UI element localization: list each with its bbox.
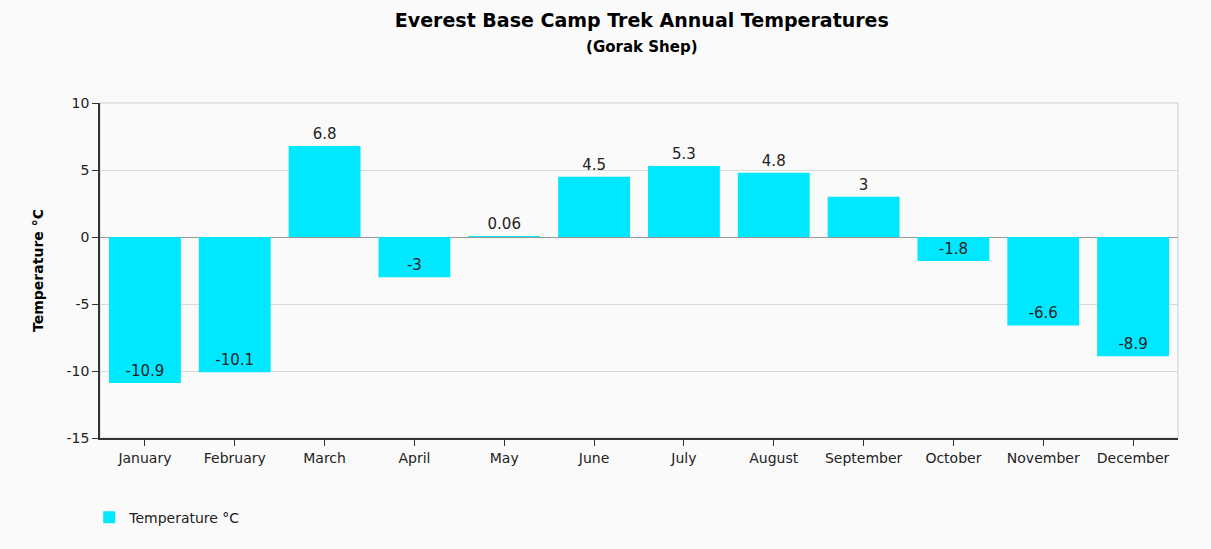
svg-text:April: April bbox=[398, 450, 430, 466]
svg-text:September: September bbox=[825, 450, 903, 466]
svg-text:-8.9: -8.9 bbox=[1118, 335, 1147, 353]
svg-text:4.5: 4.5 bbox=[582, 156, 606, 174]
svg-text:-10.1: -10.1 bbox=[215, 351, 254, 369]
svg-text:Everest Base Camp Trek Annual: Everest Base Camp Trek Annual Temperatur… bbox=[395, 9, 889, 56]
svg-text:January: January bbox=[117, 450, 171, 466]
svg-text:July: July bbox=[670, 450, 696, 466]
svg-text:3: 3 bbox=[859, 176, 869, 194]
svg-text:5: 5 bbox=[81, 162, 90, 178]
svg-text:Temperature °C: Temperature °C bbox=[128, 510, 239, 526]
svg-text:4.8: 4.8 bbox=[762, 152, 786, 170]
svg-text:10: 10 bbox=[72, 95, 90, 111]
svg-text:6.8: 6.8 bbox=[313, 125, 337, 143]
svg-text:May: May bbox=[490, 450, 519, 466]
svg-text:June: June bbox=[578, 450, 610, 466]
svg-text:-15: -15 bbox=[67, 430, 90, 446]
svg-text:March: March bbox=[303, 450, 346, 466]
svg-text:August: August bbox=[749, 450, 799, 466]
svg-text:October: October bbox=[925, 450, 981, 466]
svg-text:5.3: 5.3 bbox=[672, 145, 696, 163]
svg-text:December: December bbox=[1097, 450, 1170, 466]
svg-text:0: 0 bbox=[81, 229, 90, 245]
svg-text:-6.6: -6.6 bbox=[1029, 304, 1058, 322]
svg-text:0.06: 0.06 bbox=[488, 215, 521, 233]
svg-text:November: November bbox=[1007, 450, 1080, 466]
svg-text:-1.8: -1.8 bbox=[939, 240, 968, 258]
svg-text:Temperature °C: Temperature °C bbox=[30, 209, 46, 332]
svg-text:-10.9: -10.9 bbox=[126, 362, 165, 380]
svg-text:-3: -3 bbox=[407, 256, 422, 274]
svg-text:-5: -5 bbox=[75, 296, 89, 312]
svg-text:February: February bbox=[204, 450, 266, 466]
svg-text:-10: -10 bbox=[67, 363, 90, 379]
